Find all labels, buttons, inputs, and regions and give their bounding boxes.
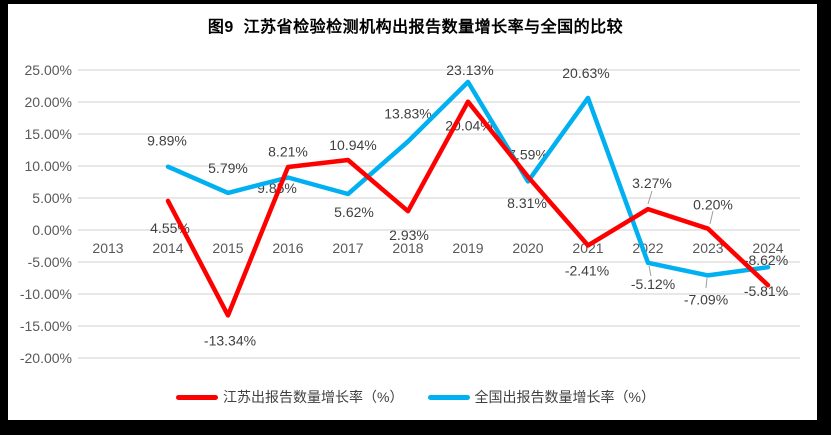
svg-text:3.27%: 3.27%: [632, 175, 672, 191]
legend-swatch-jiangsu: [176, 394, 219, 400]
legend-swatch-national: [427, 394, 470, 400]
svg-text:-8.62%: -8.62%: [744, 252, 788, 268]
svg-text:2015: 2015: [212, 240, 243, 256]
svg-text:2022: 2022: [632, 240, 663, 256]
svg-text:15.00%: 15.00%: [25, 126, 72, 142]
svg-text:2014: 2014: [152, 240, 183, 256]
label-leader-lines: [647, 190, 714, 289]
series-line-jiangsu: [165, 99, 771, 318]
svg-text:-15.00%: -15.00%: [20, 318, 72, 334]
svg-text:-20.00%: -20.00%: [20, 350, 72, 366]
x-axis-labels: 2013 2014 2015 2016 2017 2018 2019 2020 2021 2022…: [92, 240, 783, 256]
svg-text:8.21%: 8.21%: [268, 144, 308, 160]
svg-text:20.00%: 20.00%: [25, 94, 72, 110]
series-line-national: [165, 79, 771, 278]
svg-text:0.00%: 0.00%: [32, 222, 72, 238]
svg-text:-7.09%: -7.09%: [684, 291, 728, 307]
svg-text:23.13%: 23.13%: [446, 62, 493, 78]
svg-text:2016: 2016: [272, 240, 303, 256]
svg-text:2024: 2024: [752, 240, 783, 256]
svg-text:-2.41%: -2.41%: [565, 262, 609, 278]
svg-text:8.31%: 8.31%: [507, 195, 547, 211]
svg-text:2019: 2019: [452, 240, 483, 256]
chart-title: 图9 江苏省检验检测机构出报告数量增长率与全国的比较: [207, 19, 624, 36]
svg-text:10.00%: 10.00%: [25, 158, 72, 174]
svg-text:2021: 2021: [572, 240, 603, 256]
svg-text:13.83%: 13.83%: [384, 106, 431, 122]
legend-label-jiangsu: 江苏出报告数量增长率（%）: [223, 389, 404, 405]
svg-text:7.59%: 7.59%: [508, 146, 548, 162]
legend-item-national: 全国出报告数量增长率（%）: [427, 387, 655, 407]
legend-item-jiangsu: 江苏出报告数量增长率（%）: [176, 387, 404, 407]
svg-text:-5.12%: -5.12%: [631, 276, 675, 292]
svg-text:2020: 2020: [512, 240, 543, 256]
svg-text:2023: 2023: [692, 240, 723, 256]
svg-text:-10.00%: -10.00%: [20, 286, 72, 302]
svg-text:5.79%: 5.79%: [208, 160, 248, 176]
y-axis-labels: -20.00% -15.00% -10.00% -5.00% 0.00% 5.00% 10.…: [20, 62, 72, 366]
svg-text:2013: 2013: [92, 240, 123, 256]
chart-legend: 江苏出报告数量增长率（%） 全国出报告数量增长率（%）: [0, 386, 831, 408]
svg-text:2.93%: 2.93%: [389, 227, 429, 243]
svg-text:5.62%: 5.62%: [334, 204, 374, 220]
svg-text:0.20%: 0.20%: [693, 197, 733, 213]
svg-text:-13.34%: -13.34%: [204, 332, 256, 348]
svg-text:9.89%: 9.89%: [147, 133, 187, 149]
svg-text:25.00%: 25.00%: [25, 62, 72, 78]
svg-text:2017: 2017: [332, 240, 363, 256]
svg-text:-5.00%: -5.00%: [28, 254, 72, 270]
svg-text:20.63%: 20.63%: [562, 65, 609, 81]
svg-text:-5.81%: -5.81%: [744, 283, 788, 299]
svg-text:10.94%: 10.94%: [329, 137, 376, 153]
svg-text:5.00%: 5.00%: [32, 190, 72, 206]
svg-text:2018: 2018: [392, 240, 423, 256]
legend-label-national: 全国出报告数量增长率（%）: [474, 389, 655, 405]
